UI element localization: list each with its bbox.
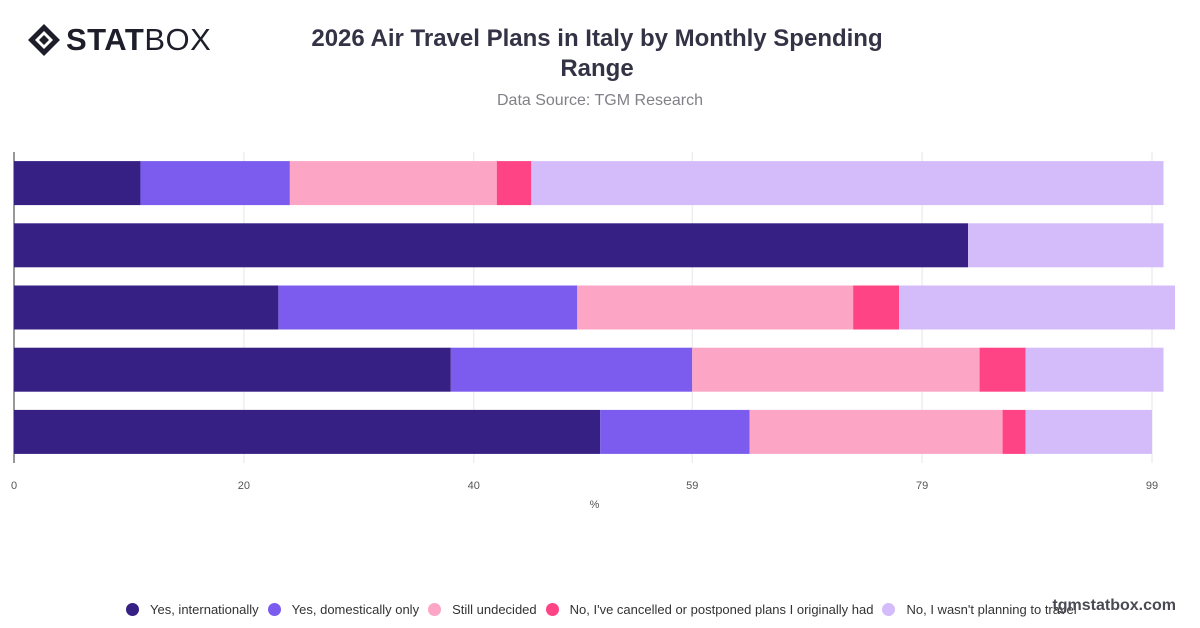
legend-label: No, I've cancelled or postponed plans I … bbox=[569, 602, 874, 617]
legend-swatch bbox=[428, 603, 442, 616]
x-tick-label: 40 bbox=[468, 480, 480, 492]
legend-item[interactable]: No, I wasn't planning to travel bbox=[882, 602, 1077, 617]
bar-segment bbox=[749, 409, 1003, 454]
logo-wordmark-strong: STAT bbox=[66, 22, 145, 57]
bar-segment bbox=[531, 161, 1164, 206]
bar-segment bbox=[600, 409, 750, 454]
bar-segment bbox=[14, 223, 969, 268]
bar-segment bbox=[899, 285, 1175, 330]
legend-swatch bbox=[126, 603, 139, 616]
x-tick-label: 79 bbox=[916, 480, 928, 492]
bar-segment bbox=[289, 161, 497, 206]
bar-segment bbox=[14, 285, 279, 330]
bar-segment bbox=[14, 347, 451, 392]
x-tick-label: 99 bbox=[1146, 480, 1158, 492]
bar-segment bbox=[496, 161, 532, 206]
bar-segment bbox=[14, 409, 601, 454]
legend-swatch bbox=[882, 603, 896, 616]
legend-swatch bbox=[267, 603, 281, 616]
bar-segment bbox=[14, 161, 141, 206]
legend-item[interactable]: Still undecided bbox=[428, 602, 537, 617]
bar-segment bbox=[853, 285, 900, 330]
x-axis-label: % bbox=[590, 499, 600, 511]
bar-segment bbox=[1002, 409, 1026, 454]
chart-subtitle: Data Source: TGM Research bbox=[496, 92, 703, 109]
bar-segment bbox=[968, 223, 1164, 268]
bar-segment bbox=[577, 285, 854, 330]
legend-label: Still undecided bbox=[452, 602, 537, 617]
bar-segment bbox=[1025, 409, 1153, 454]
x-tick-label: 59 bbox=[686, 480, 698, 492]
bar-segment bbox=[1025, 347, 1164, 392]
legend-label: Yes, internationally bbox=[150, 602, 259, 617]
bar-segment bbox=[692, 347, 980, 392]
legend-label: Yes, domestically only bbox=[291, 602, 420, 617]
stacked-bar-chart: 0 20 40 59 79 99% bbox=[11, 152, 1175, 511]
watermark: tgmstatbox.com bbox=[1052, 597, 1176, 614]
chart-title: 2026 Air Travel Plans in Italy by Monthl… bbox=[311, 25, 883, 82]
x-tick-label: 20 bbox=[238, 480, 250, 492]
legend-item[interactable]: No, I've cancelled or postponed plans I … bbox=[545, 602, 874, 617]
chart-legend: Yes, internationally Yes, domestically on… bbox=[126, 602, 1086, 617]
legend-label: No, I wasn't planning to travel bbox=[906, 602, 1077, 617]
bar-segment bbox=[140, 161, 290, 206]
logo-wordmark-light: BOX bbox=[144, 22, 212, 57]
legend-swatch bbox=[545, 603, 559, 616]
legend-item[interactable]: Yes, domestically only bbox=[267, 602, 420, 617]
bar-segment bbox=[979, 347, 1026, 392]
logo-wordmark: STATBOX bbox=[66, 22, 211, 58]
statbox-diamond-icon bbox=[28, 24, 60, 56]
bar-segment bbox=[450, 347, 693, 392]
legend-item[interactable]: Yes, internationally bbox=[126, 602, 259, 617]
x-tick-label: 0 bbox=[11, 480, 17, 492]
bar-segment bbox=[278, 285, 578, 330]
statbox-logo: STATBOX bbox=[26, 22, 211, 58]
